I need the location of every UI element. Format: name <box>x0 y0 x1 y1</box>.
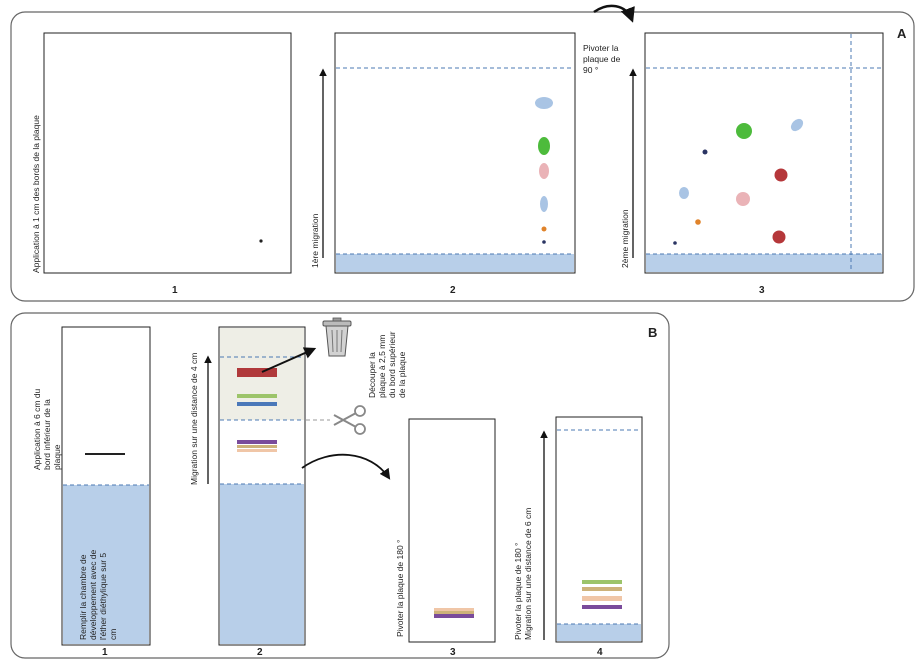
band-peach <box>582 596 622 601</box>
panel-b: B Application à 6 cm du bord inférieur d… <box>10 312 670 659</box>
solvent-fill <box>646 254 882 272</box>
rotate-180-arrow <box>301 453 391 480</box>
tube-b1-fill-line4: cm <box>108 629 118 640</box>
panel-a: A Application à 1 cm des bords de la pla… <box>10 4 915 302</box>
tube-b3-text: Pivoter la plaque de 180 ° <box>395 540 405 637</box>
plate-a2: 1ère migration 2 <box>310 32 576 296</box>
spot-light-blue <box>540 196 548 212</box>
tube-b1-fill-line2: développement avec de <box>88 549 98 640</box>
cut-text-line1: Découper la <box>367 352 377 398</box>
spot-light-blue <box>679 187 689 199</box>
rotate-text-line1: Pivoter la <box>583 43 619 53</box>
plate-a1-caption: Application à 1 cm des bords de la plaqu… <box>31 115 41 273</box>
plate-a2-number: 2 <box>450 285 456 296</box>
spot-navy <box>673 241 677 245</box>
plate-a3-axis-label: 2ème migration <box>620 209 630 268</box>
solvent-fill <box>557 624 641 641</box>
cut-annotation: Découper la plaque à 2,5 mm du bord supé… <box>306 331 407 435</box>
solvent-fill <box>336 254 574 272</box>
rotate-annotation: Pivoter la plaque de 90 ° <box>583 4 635 75</box>
tube-b1-app-line1: Application à 6 cm du <box>32 388 42 470</box>
tube-b2-number: 2 <box>257 647 263 658</box>
tube-b3-rect <box>408 418 496 643</box>
discard-arrow <box>261 347 317 373</box>
tube-b3: Pivoter la plaque de 180 ° 3 <box>395 418 496 658</box>
panel-b-frame <box>10 312 670 659</box>
tube-b4-number: 4 <box>597 647 603 658</box>
spot-red <box>772 230 786 244</box>
band-green <box>237 394 277 398</box>
plate-a1-rect <box>43 32 292 274</box>
spot-blue <box>790 118 804 132</box>
spot-blue <box>535 97 553 109</box>
band-purple <box>237 440 277 444</box>
tube-b2-migration-label: Migration sur une distance de 4 cm <box>189 353 199 485</box>
trash-can-icon <box>322 317 352 357</box>
band-tan <box>582 587 622 591</box>
plate-a3-rect <box>644 32 884 274</box>
tube-b1-app-line2: bord inférieur de la <box>42 399 52 470</box>
band-blue <box>237 402 277 406</box>
band-purple <box>434 614 474 618</box>
spot-pink <box>539 163 549 179</box>
spot-orange <box>695 219 701 225</box>
plate-a2-rect <box>334 32 576 274</box>
spot-red <box>774 168 788 182</box>
tube-b4-line1: Pivoter la plaque de 180 ° <box>513 543 523 640</box>
tube-b3-number: 3 <box>450 647 456 658</box>
band-red <box>237 368 277 377</box>
discard-annotation <box>261 317 352 373</box>
scissors-icon <box>333 405 366 435</box>
tube-b4-rect <box>555 416 643 643</box>
spot-pink <box>736 192 750 206</box>
tube-b4-line2: Migration sur une distance de 6 cm <box>523 508 533 640</box>
tube-b4: Pivoter la plaque de 180 ° Migration sur… <box>513 416 643 658</box>
solvent-fill <box>63 485 149 644</box>
panel-b-letter: B <box>648 325 657 340</box>
spot-green <box>736 123 752 139</box>
plate-a3: 2ème migration 3 <box>620 32 884 296</box>
tube-b1-number: 1 <box>102 647 108 658</box>
band-tan <box>434 611 474 614</box>
band-peach <box>237 449 277 452</box>
spot-navy <box>542 240 546 244</box>
band-tan <box>237 445 277 448</box>
rotate-text-line3: 90 ° <box>583 65 598 75</box>
band-peach <box>434 608 474 611</box>
band-green <box>582 580 622 584</box>
tube-b2: Migration sur une distance de 4 cm 2 <box>189 326 306 658</box>
cut-text-line3: du bord supérieur <box>387 331 397 398</box>
solvent-fill <box>220 484 304 644</box>
rotate-arrow-icon <box>593 4 635 23</box>
tube-b1: Application à 6 cm du bord inférieur de … <box>32 326 151 658</box>
cut-text-line2: plaque à 2,5 mm <box>377 335 387 398</box>
spot-green <box>538 137 550 155</box>
plate-a2-axis-label: 1ère migration <box>310 213 320 268</box>
spot-orange <box>541 226 547 232</box>
band-purple <box>582 605 622 609</box>
tube-b1-fill-line3: l'éther diéthylique sur 5 <box>98 553 108 640</box>
plate-a1: Application à 1 cm des bords de la plaqu… <box>31 32 292 296</box>
cut-text-line4: de la plaque <box>397 351 407 398</box>
plate-a1-number: 1 <box>172 285 178 296</box>
tube-b1-fill-line1: Remplir la chambre de <box>78 554 88 640</box>
tube-b1-app-line3: plaque <box>52 444 62 470</box>
plate-a3-number: 3 <box>759 285 765 296</box>
spot-navy <box>702 149 708 155</box>
rotate-text-line2: plaque de <box>583 54 621 64</box>
sample-spot <box>259 239 263 243</box>
panel-a-letter: A <box>897 26 907 41</box>
